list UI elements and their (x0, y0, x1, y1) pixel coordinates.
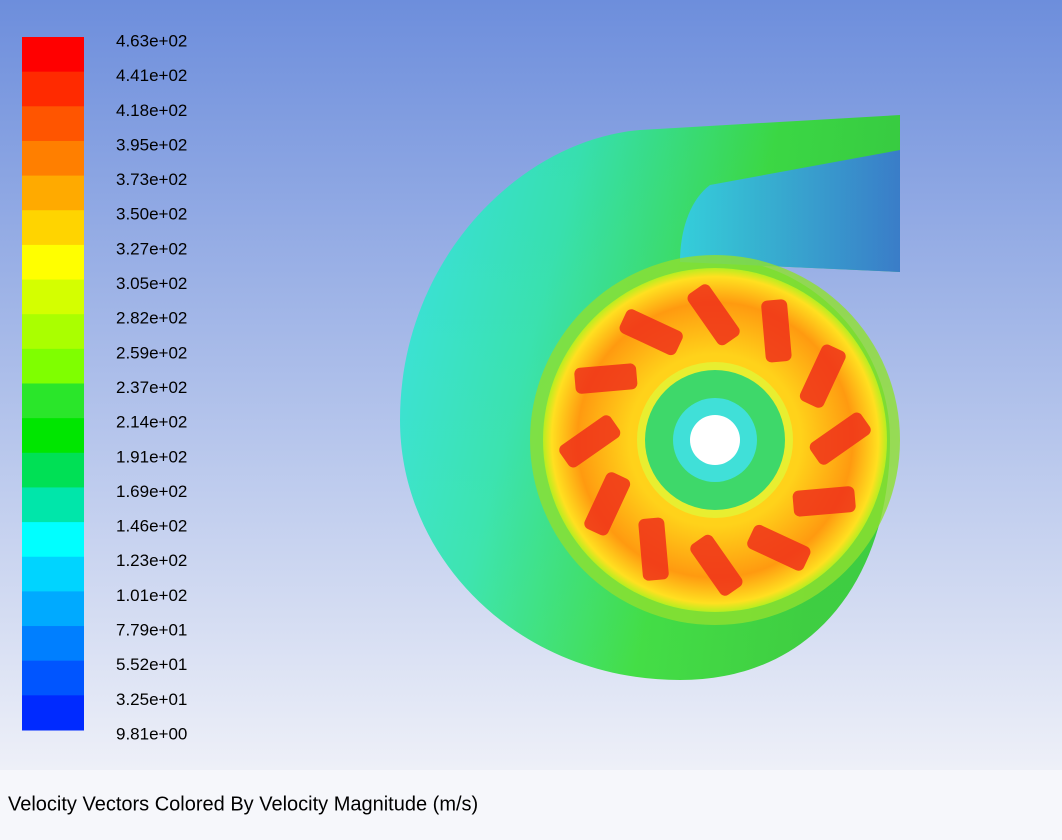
blade (792, 486, 856, 517)
legend-label: 3.27e+02 (116, 239, 187, 258)
color-band (22, 522, 84, 557)
blade (638, 517, 669, 581)
legend-label: 4.18e+02 (116, 101, 187, 120)
color-band (22, 314, 84, 349)
legend-label: 9.81e+00 (116, 724, 187, 743)
color-band (22, 141, 84, 176)
legend-label: 3.25e+01 (116, 690, 187, 709)
color-band (22, 695, 84, 730)
shaft (690, 415, 740, 465)
color-band (22, 280, 84, 315)
legend-label: 2.14e+02 (116, 413, 187, 432)
color-band (22, 349, 84, 384)
color-band (22, 176, 84, 211)
legend-label: 2.37e+02 (116, 378, 187, 397)
legend-label: 3.05e+02 (116, 274, 187, 293)
legend-label: 1.01e+02 (116, 586, 187, 605)
legend-label: 1.69e+02 (116, 482, 187, 501)
legend-label: 3.50e+02 (116, 205, 187, 224)
color-band (22, 557, 84, 592)
color-band (22, 210, 84, 245)
color-band (22, 245, 84, 280)
legend-label: 4.41e+02 (116, 66, 187, 85)
page: 4.63e+02 4.41e+02 4.18e+02 3.95e+02 3.73e+02… (0, 0, 1062, 840)
color-band (22, 418, 84, 453)
color-band (22, 72, 84, 107)
caption: Velocity Vectors Colored By Velocity Mag… (8, 793, 478, 815)
legend-label: 1.91e+02 (116, 447, 187, 466)
legend-label: 3.73e+02 (116, 170, 187, 189)
legend-label: 2.59e+02 (116, 343, 187, 362)
legend-label: 4.63e+02 (116, 31, 187, 50)
color-band (22, 661, 84, 696)
viewport: 4.63e+02 4.41e+02 4.18e+02 3.95e+02 3.73e+02… (0, 0, 1062, 840)
legend-label: 7.79e+01 (116, 621, 187, 640)
color-band (22, 37, 84, 72)
blade (574, 363, 638, 394)
blade (761, 299, 792, 363)
color-band (22, 591, 84, 626)
color-band (22, 106, 84, 141)
color-band (22, 487, 84, 522)
legend-label: 3.95e+02 (116, 135, 187, 154)
color-band (22, 626, 84, 661)
color-band (22, 453, 84, 488)
legend-label: 2.82e+02 (116, 309, 187, 328)
legend-label: 1.23e+02 (116, 551, 187, 570)
legend-label: 1.46e+02 (116, 517, 187, 536)
legend-label: 5.52e+01 (116, 655, 187, 674)
color-band (22, 384, 84, 419)
